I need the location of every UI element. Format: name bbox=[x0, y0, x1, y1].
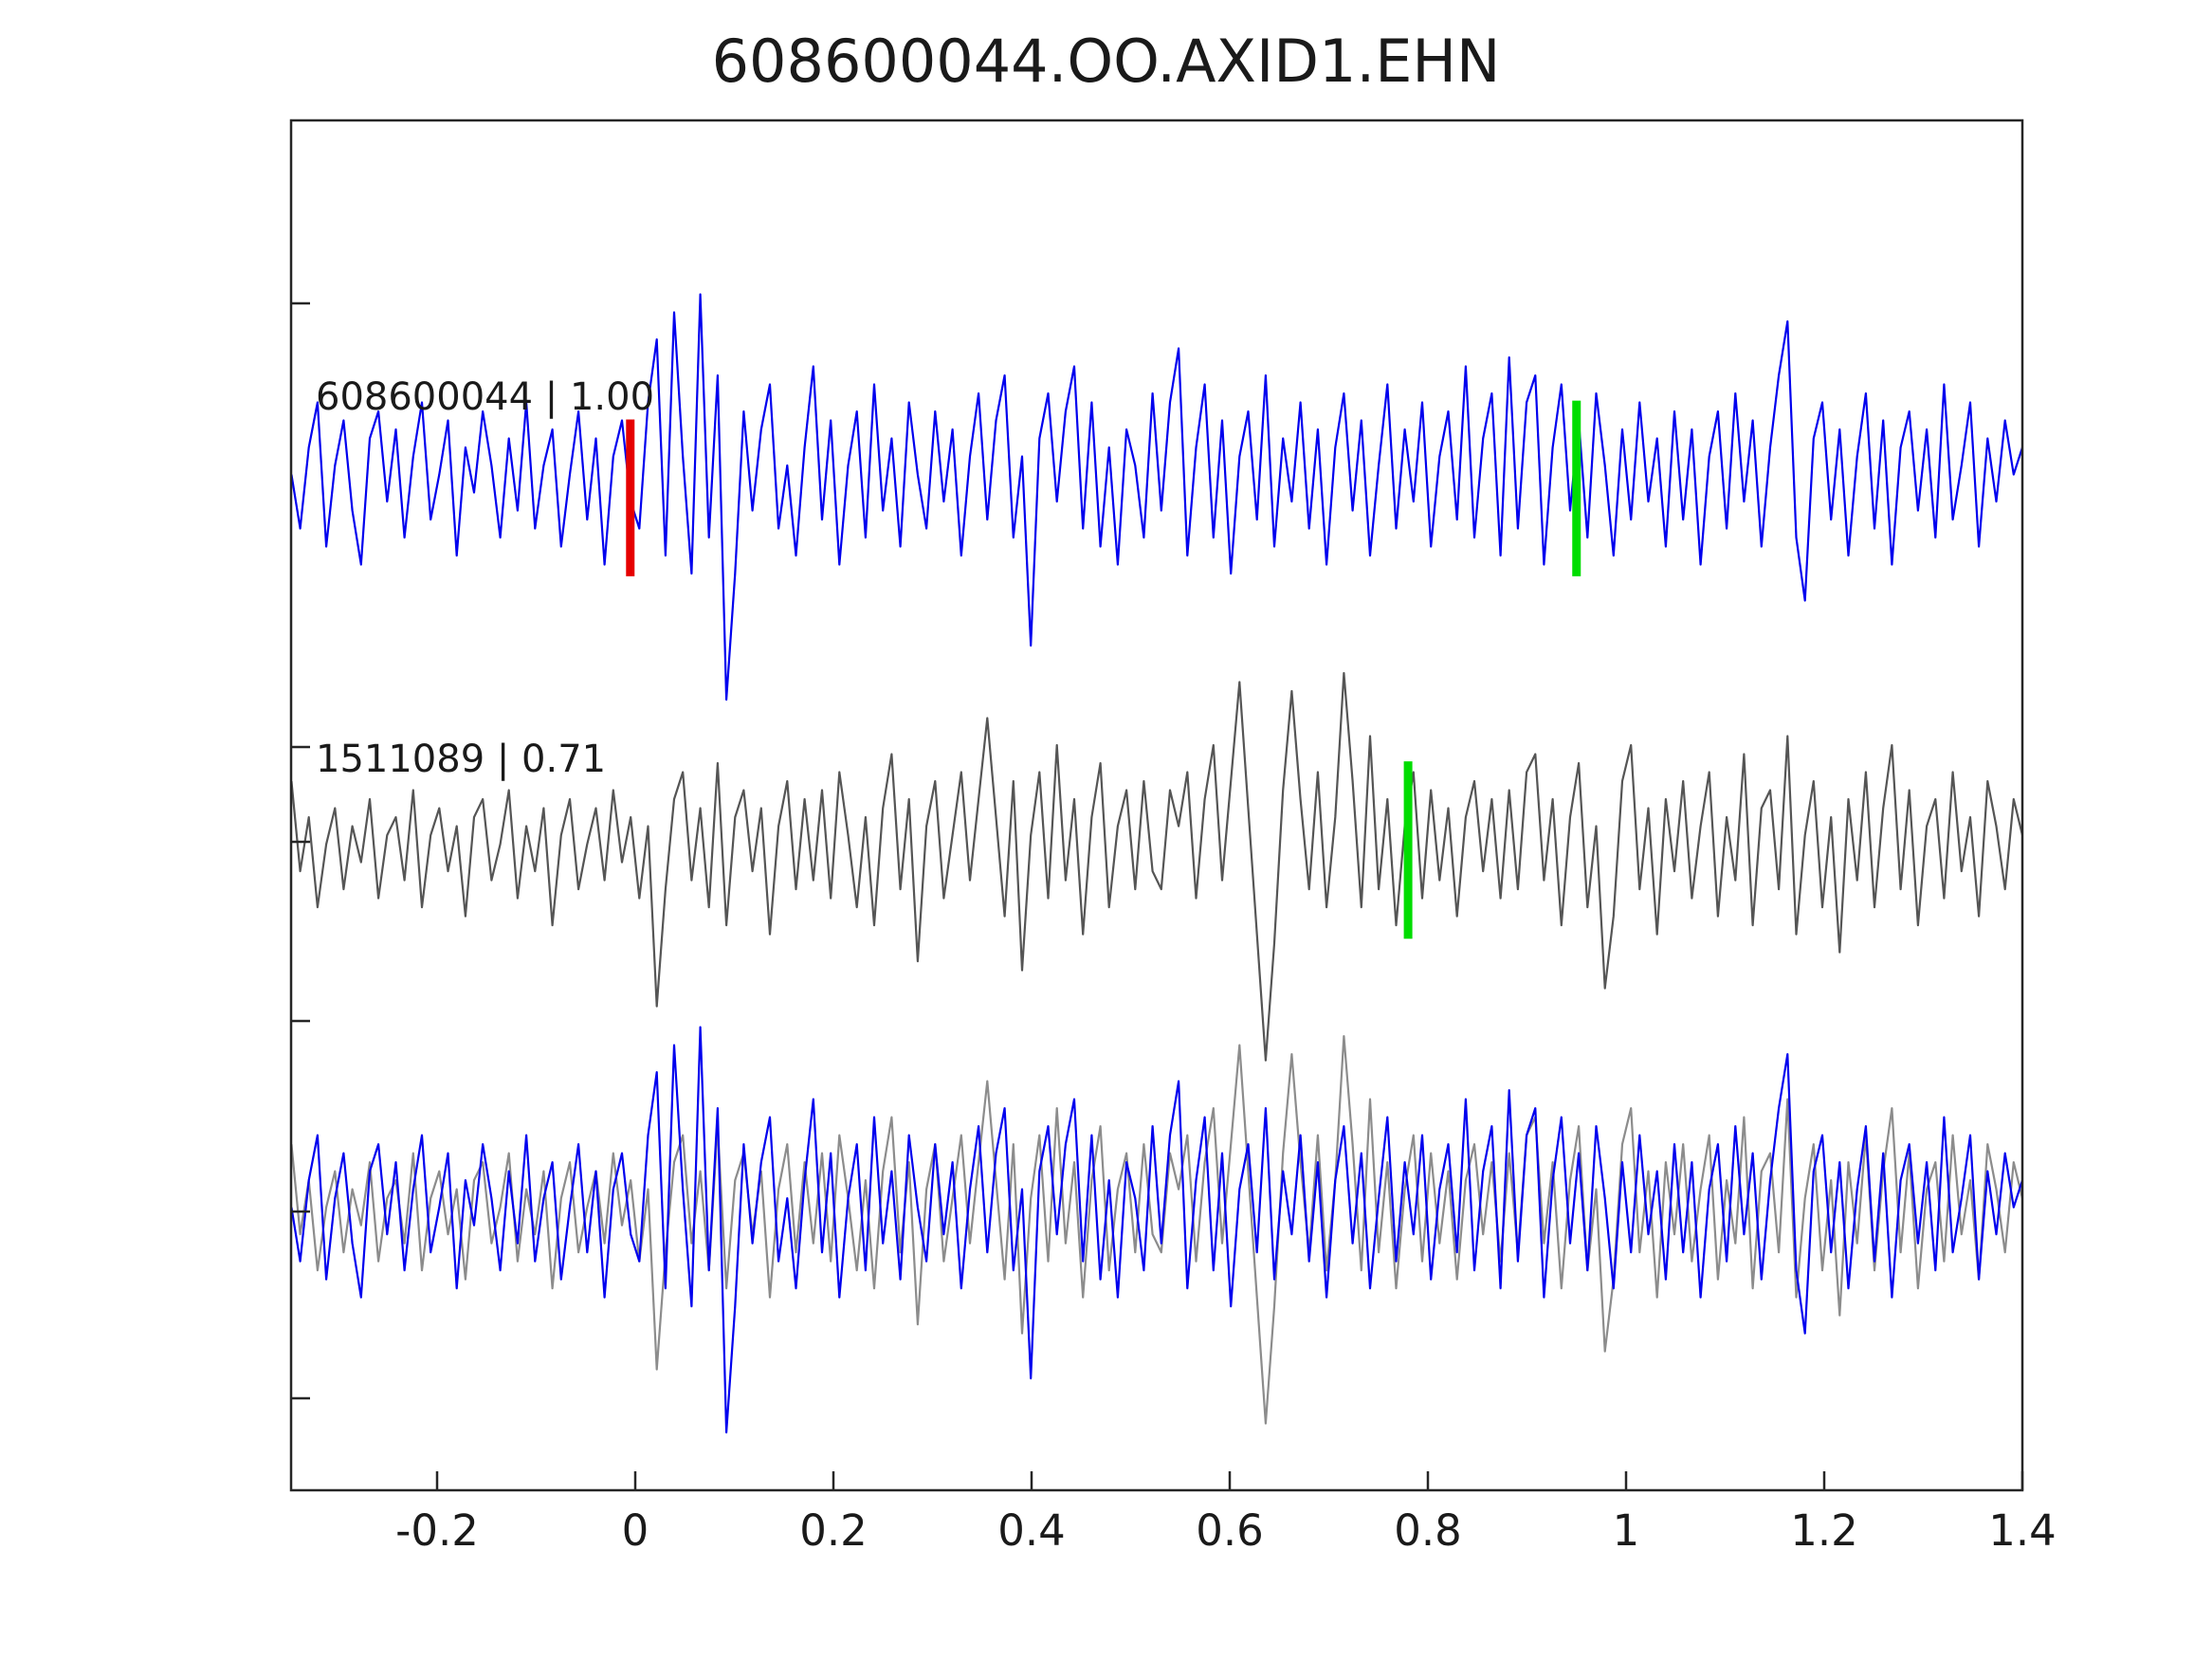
plot-frame bbox=[289, 118, 2024, 1492]
trace-label-template: 1511089 | 0.71 bbox=[316, 738, 607, 781]
x-tick-label: 1 bbox=[1612, 1505, 1640, 1556]
x-tick-label: 0.8 bbox=[1394, 1505, 1462, 1556]
x-tick-label: 0.4 bbox=[997, 1505, 1066, 1556]
trace-label-detection: 608600044 | 1.00 bbox=[316, 375, 655, 419]
x-tick-label: 0.2 bbox=[799, 1505, 868, 1556]
detection-waveform bbox=[290, 293, 2024, 702]
x-tick-label: 1.4 bbox=[1988, 1505, 2057, 1556]
x-tick-label: -0.2 bbox=[395, 1505, 479, 1556]
template-waveform bbox=[290, 671, 2024, 1062]
x-tick-label: 0 bbox=[621, 1505, 649, 1556]
detection-waveform bbox=[290, 1026, 2024, 1434]
plot-title: 608600044.OO.AXID1.EHN bbox=[711, 27, 1501, 96]
x-tick-label: 1.2 bbox=[1790, 1505, 1858, 1556]
x-tick-label: 0.6 bbox=[1196, 1505, 1264, 1556]
template-waveform bbox=[290, 1034, 2024, 1425]
